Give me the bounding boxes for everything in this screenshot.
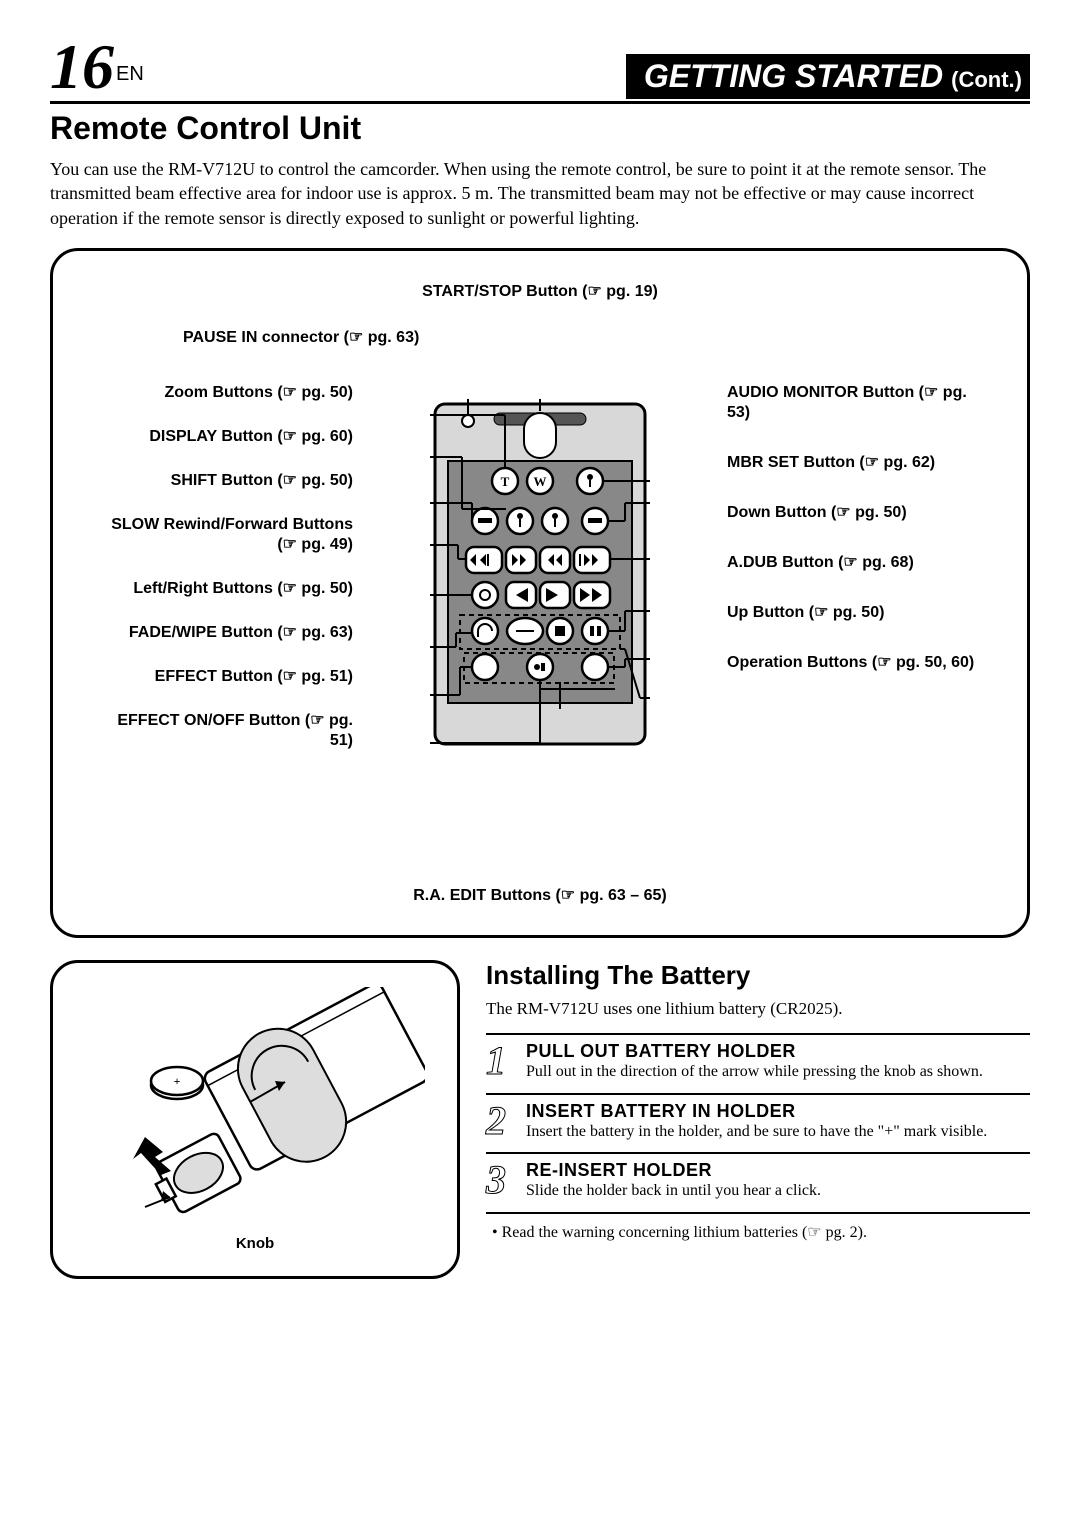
note-text: Read the warning concerning lithium batt…: [508, 1222, 1030, 1242]
step-number: 2: [486, 1101, 516, 1141]
step-text: Insert the battery in the holder, and be…: [526, 1122, 1030, 1143]
step-1: 1 PULL OUT BATTERY HOLDER Pull out in th…: [486, 1033, 1030, 1093]
callout-mbrset: MBR SET Button (☞ pg. 62): [727, 453, 987, 473]
battery-instructions: Installing The Battery The RM-V712U uses…: [486, 960, 1030, 1279]
step-number: 1: [486, 1041, 516, 1081]
callout-zoom: Zoom Buttons (☞ pg. 50): [93, 383, 353, 403]
step-title: RE-INSERT HOLDER: [526, 1160, 1030, 1181]
page-header: 16EN GETTING STARTED (Cont.): [50, 35, 1030, 104]
callout-leftright: Left/Right Buttons (☞ pg. 50): [93, 579, 353, 599]
svg-text:+: +: [174, 1074, 181, 1088]
callout-adub: A.DUB Button (☞ pg. 68): [727, 553, 987, 573]
callouts-right: AUDIO MONITOR Button (☞ pg. 53) MBR SET …: [727, 383, 987, 751]
callout-pause-in: PAUSE IN connector (☞ pg. 63): [183, 327, 419, 347]
header-title: GETTING STARTED: [644, 58, 943, 95]
callout-up: Up Button (☞ pg. 50): [727, 603, 987, 623]
callout-display: DISPLAY Button (☞ pg. 60): [93, 427, 353, 447]
battery-intro: The RM-V712U uses one lithium battery (C…: [486, 999, 1030, 1019]
callout-fadewipe: FADE/WIPE Button (☞ pg. 63): [93, 623, 353, 643]
callout-start-stop: START/STOP Button (☞ pg. 19): [53, 281, 1027, 301]
header-title-block: GETTING STARTED (Cont.): [626, 54, 1030, 99]
callout-down: Down Button (☞ pg. 50): [727, 503, 987, 523]
callout-shift: SHIFT Button (☞ pg. 50): [93, 471, 353, 491]
callout-slow: SLOW Rewind/Forward Buttons (☞ pg. 49): [93, 515, 353, 555]
step-2: 2 INSERT BATTERY IN HOLDER Insert the ba…: [486, 1093, 1030, 1153]
callout-operation: Operation Buttons (☞ pg. 50, 60): [727, 653, 987, 673]
header-cont: (Cont.): [951, 67, 1022, 93]
page-number-block: 16EN: [50, 35, 144, 99]
battery-illustration: +: [85, 987, 425, 1227]
callout-raedit: R.A. EDIT Buttons (☞ pg. 63 – 65): [53, 885, 1027, 905]
knob-label: Knob: [236, 1235, 274, 1252]
step-text: Slide the holder back in until you hear …: [526, 1181, 1030, 1202]
callout-effect: EFFECT Button (☞ pg. 51): [93, 667, 353, 687]
step-3: 3 RE-INSERT HOLDER Slide the holder back…: [486, 1152, 1030, 1212]
page-lang-suffix: EN: [116, 63, 144, 85]
battery-illustration-box: + Knob: [50, 960, 460, 1279]
callout-effect-onoff: EFFECT ON/OFF Button (☞ pg. 51): [93, 711, 353, 751]
section-title: Remote Control Unit: [50, 110, 1030, 147]
step-text: Pull out in the direction of the arrow w…: [526, 1062, 1030, 1083]
step-number: 3: [486, 1160, 516, 1200]
callouts-left: Zoom Buttons (☞ pg. 50) DISPLAY Button (…: [93, 383, 353, 751]
page-number: 16: [50, 31, 114, 102]
step-title: PULL OUT BATTERY HOLDER: [526, 1041, 1030, 1062]
section-intro: You can use the RM-V712U to control the …: [50, 157, 1030, 230]
remote-diagram-box: START/STOP Button (☞ pg. 19) PAUSE IN co…: [50, 248, 1030, 938]
step-title: INSERT BATTERY IN HOLDER: [526, 1101, 1030, 1122]
callout-audiomon: AUDIO MONITOR Button (☞ pg. 53): [727, 383, 987, 423]
battery-title: Installing The Battery: [486, 960, 1030, 991]
battery-note: Read the warning concerning lithium batt…: [486, 1212, 1030, 1242]
